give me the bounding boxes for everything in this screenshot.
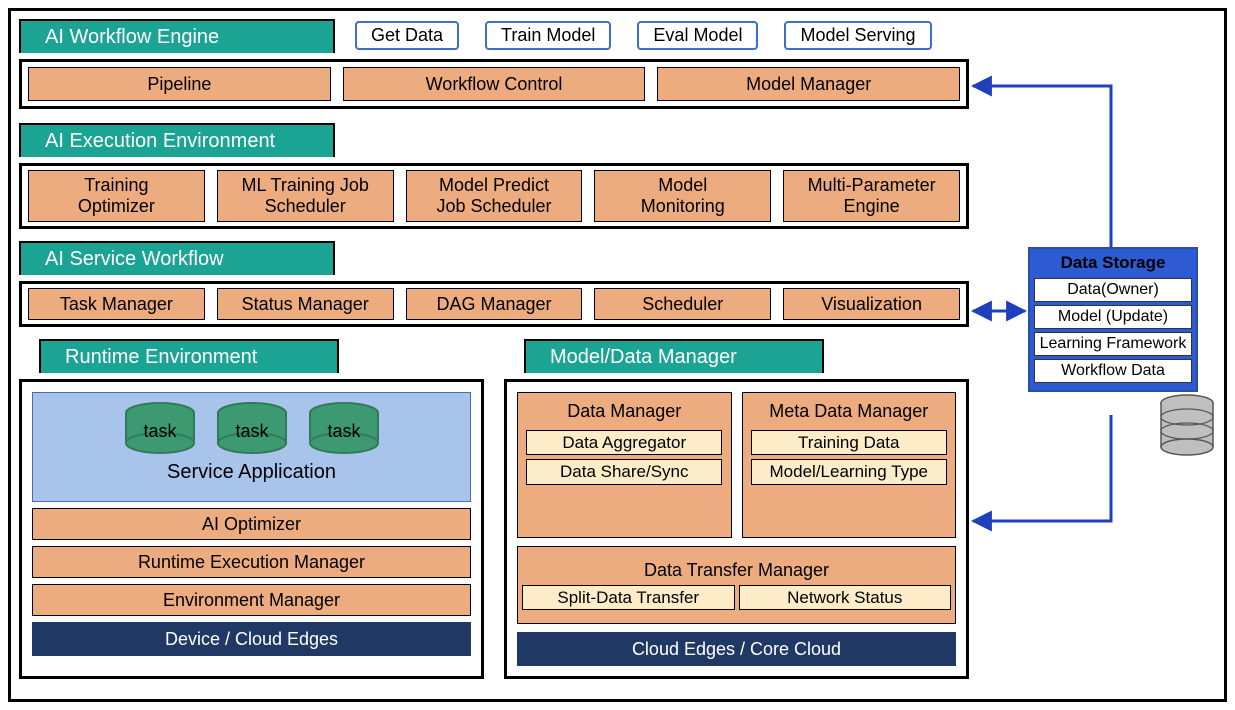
section-header: AI Service Workflow <box>19 241 335 275</box>
meta-data-manager-title: Meta Data Manager <box>769 397 928 426</box>
box-data-share-sync: Data Share/Sync <box>526 459 722 485</box>
box-device-cloud-edges: Device / Cloud Edges <box>32 622 471 656</box>
section-model-data-manager: Model/Data Manager Data Manager Data Agg… <box>504 339 969 679</box>
box-training-optimizer: Training Optimizer <box>28 170 205 222</box>
storage-title: Data Storage <box>1034 253 1192 275</box>
service-application-label: Service Application <box>167 461 336 484</box>
section-header: Model/Data Manager <box>524 339 824 373</box>
box-environment-mgr: Environment Manager <box>32 584 471 616</box>
svg-text:task: task <box>327 421 361 441</box>
box-data-aggregator: Data Aggregator <box>526 430 722 456</box>
section-service-workflow: AI Service Workflow Task Manager Status … <box>19 241 969 329</box>
box-dag-manager: DAG Manager <box>406 288 583 320</box>
box-cloud-edges-core: Cloud Edges / Core Cloud <box>517 632 956 666</box>
architecture-diagram: AI Workflow Engine Get Data Train Model … <box>8 8 1227 702</box>
pill-get-data: Get Data <box>355 21 459 50</box>
storage-item-data-owner: Data(Owner) <box>1034 278 1192 302</box>
section-header: AI Execution Environment <box>19 123 335 157</box>
box-task-manager: Task Manager <box>28 288 205 320</box>
box-meta-data-manager: Meta Data Manager Training Data Model/Le… <box>742 392 957 538</box>
section-runtime-env: Runtime Environment task <box>19 339 484 679</box>
box-data-manager: Data Manager Data Aggregator Data Share/… <box>517 392 732 538</box>
section-header: Runtime Environment <box>39 339 339 373</box>
task-cylinder-icon: task <box>213 401 291 455</box>
box-model-learning-type: Model/Learning Type <box>751 459 947 485</box>
task-cylinder-icon: task <box>305 401 383 455</box>
pill-model-serving: Model Serving <box>784 21 931 50</box>
pill-eval-model: Eval Model <box>637 21 758 50</box>
box-runtime-exec-mgr: Runtime Execution Manager <box>32 546 471 578</box>
box-multi-parameter-engine: Multi-Parameter Engine <box>783 170 960 222</box>
svg-text:task: task <box>235 421 269 441</box>
service-application: task task <box>32 392 471 502</box>
box-pipeline: Pipeline <box>28 67 331 101</box>
storage-item-workflow-data: Workflow Data <box>1034 359 1192 383</box>
section-header: AI Workflow Engine <box>19 19 335 53</box>
box-ai-optimizer: AI Optimizer <box>32 508 471 540</box>
box-scheduler: Scheduler <box>594 288 771 320</box>
box-visualization: Visualization <box>783 288 960 320</box>
storage-item-learning-framework: Learning Framework <box>1034 332 1192 356</box>
data-manager-title: Data Manager <box>567 397 681 426</box>
box-status-manager: Status Manager <box>217 288 394 320</box>
box-model-monitoring: Model Monitoring <box>594 170 771 222</box>
box-ml-training-scheduler: ML Training Job Scheduler <box>217 170 394 222</box>
pill-train-model: Train Model <box>485 21 611 50</box>
svg-text:task: task <box>143 421 177 441</box>
box-workflow-control: Workflow Control <box>343 67 646 101</box>
box-data-transfer-manager: Data Transfer Manager Split-Data Transfe… <box>517 546 956 624</box>
data-transfer-title: Data Transfer Manager <box>644 560 829 581</box>
storage-item-model-update: Model (Update) <box>1034 305 1192 329</box>
data-storage: Data Storage Data(Owner) Model (Update) … <box>1028 247 1198 392</box>
box-network-status: Network Status <box>739 585 952 611</box>
box-model-predict-scheduler: Model Predict Job Scheduler <box>406 170 583 222</box>
box-model-manager: Model Manager <box>657 67 960 101</box>
task-cylinder-icon: task <box>121 401 199 455</box>
box-training-data: Training Data <box>751 430 947 456</box>
box-split-data-transfer: Split-Data Transfer <box>522 585 735 611</box>
section-workflow-engine: AI Workflow Engine Get Data Train Model … <box>19 19 969 113</box>
section-execution-env: AI Execution Environment Training Optimi… <box>19 123 969 231</box>
